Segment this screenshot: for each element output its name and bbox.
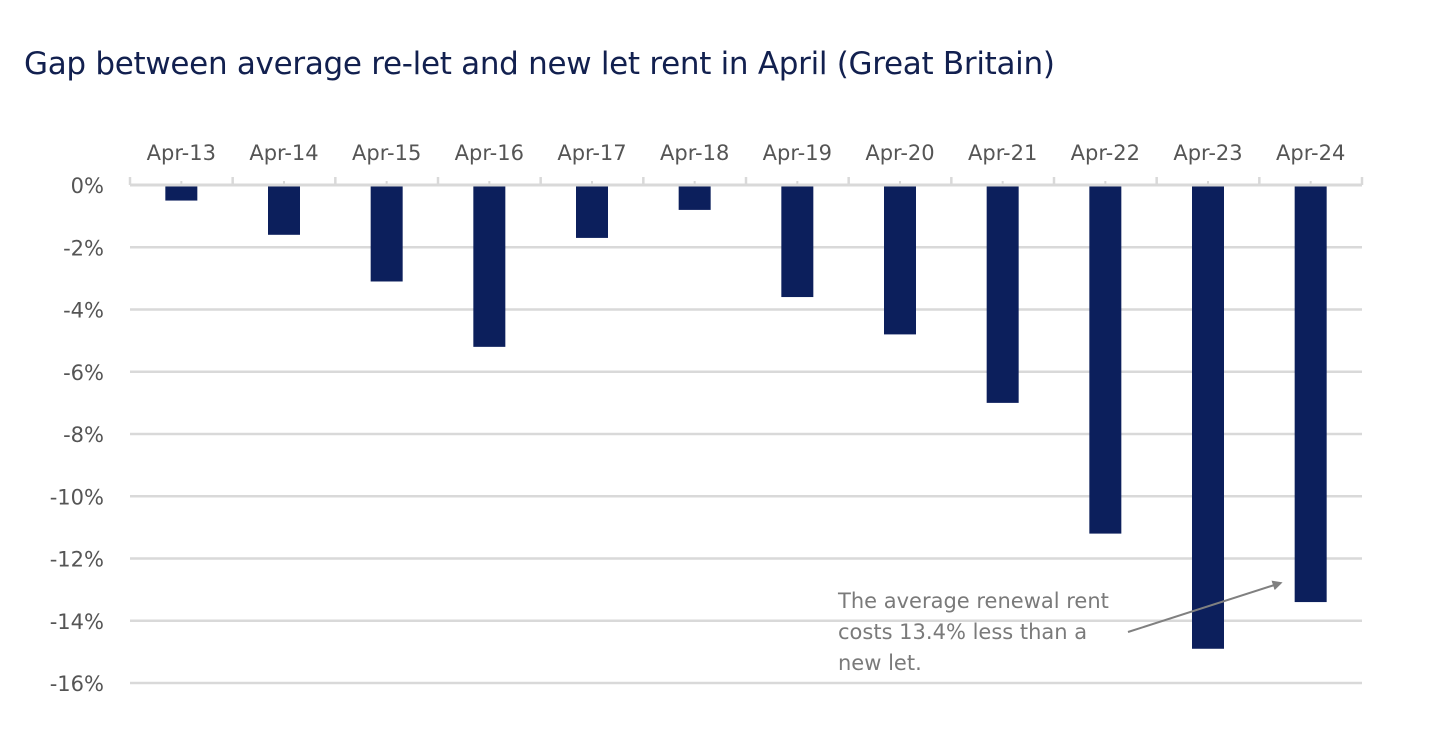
x-tick-label: Apr-15 <box>352 141 421 165</box>
y-axis-labels: 0% -2% -4% -6% -8% -10% -12% -14% -16% <box>50 174 104 696</box>
y-tick-label: -4% <box>63 299 104 323</box>
annotation: The average renewal rent costs 13.4% less… <box>837 580 1283 675</box>
y-tick-label: -16% <box>50 672 104 696</box>
annotation-arrow <box>1127 580 1283 633</box>
bar-apr-24 <box>1294 185 1327 603</box>
x-axis <box>128 177 1364 187</box>
y-tick-label: -8% <box>63 423 104 447</box>
bar-apr-14 <box>268 185 300 235</box>
annotation-text-line: costs 13.4% less than a <box>838 620 1087 644</box>
x-tick-label: Apr-18 <box>660 141 729 165</box>
y-tick-label: -14% <box>50 610 104 634</box>
y-tick-label: -6% <box>63 361 104 385</box>
x-axis-labels: Apr-13 Apr-14 Apr-15 Apr-16 Apr-17 Apr-18 Apr-… <box>147 141 1346 165</box>
x-tick-label: Apr-22 <box>1071 141 1140 165</box>
y-tick-label: -2% <box>63 236 104 260</box>
bar-apr-21 <box>986 185 1019 403</box>
x-tick-label: Apr-19 <box>763 141 832 165</box>
bar-apr-23 <box>1192 185 1224 649</box>
bar-apr-17 <box>576 185 608 238</box>
bar-apr-13 <box>165 185 198 201</box>
x-tick-label: Apr-23 <box>1173 141 1242 165</box>
x-tick-label: Apr-20 <box>865 141 934 165</box>
bar-apr-15 <box>370 185 403 282</box>
y-tick-label: -10% <box>50 485 104 509</box>
gridlines <box>130 246 1362 685</box>
chart-title: Gap between average re-let and new let r… <box>24 46 1055 82</box>
bar-apr-19 <box>781 185 814 298</box>
x-tick-label: Apr-21 <box>968 141 1037 165</box>
annotation-text-line: The average renewal rent <box>837 589 1109 613</box>
x-tick-label: Apr-16 <box>455 141 524 165</box>
y-tick-label: -12% <box>50 548 104 572</box>
x-tick-label: Apr-17 <box>557 141 626 165</box>
x-tick-label: Apr-14 <box>249 141 318 165</box>
y-tick-label: 0% <box>71 174 104 198</box>
x-tick-label: Apr-13 <box>147 141 216 165</box>
x-tick-label: Apr-24 <box>1276 141 1345 165</box>
bar-apr-16 <box>473 185 506 347</box>
bar-apr-18 <box>678 185 711 210</box>
bars <box>165 185 1327 649</box>
bar-apr-22 <box>1089 185 1122 534</box>
bar-apr-20 <box>884 185 916 335</box>
annotation-text-line: new let. <box>838 651 922 675</box>
